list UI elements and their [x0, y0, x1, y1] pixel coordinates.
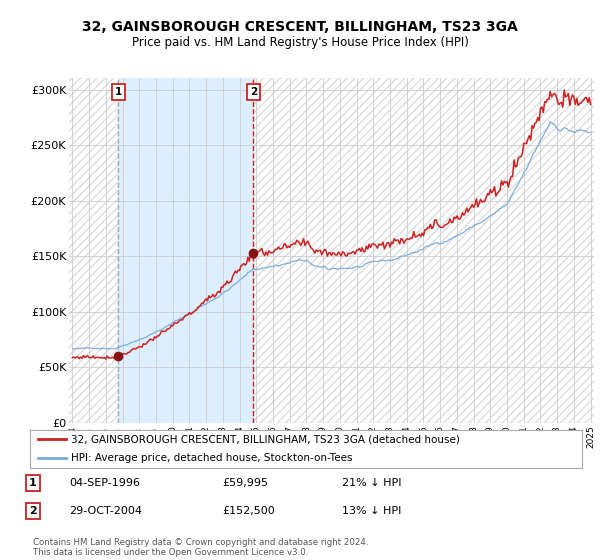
Bar — [253, 78, 599, 423]
Text: 21% ↓ HPI: 21% ↓ HPI — [342, 478, 401, 488]
Text: £59,995: £59,995 — [222, 478, 268, 488]
Text: 2: 2 — [29, 506, 37, 516]
Text: 04-SEP-1996: 04-SEP-1996 — [69, 478, 140, 488]
Text: 32, GAINSBOROUGH CRESCENT, BILLINGHAM, TS23 3GA: 32, GAINSBOROUGH CRESCENT, BILLINGHAM, T… — [82, 20, 518, 34]
Text: 32, GAINSBOROUGH CRESCENT, BILLINGHAM, TS23 3GA (detached house): 32, GAINSBOROUGH CRESCENT, BILLINGHAM, T… — [71, 434, 460, 444]
Text: 13% ↓ HPI: 13% ↓ HPI — [342, 506, 401, 516]
Bar — [64, 78, 118, 423]
Text: 29-OCT-2004: 29-OCT-2004 — [69, 506, 142, 516]
Text: Price paid vs. HM Land Registry's House Price Index (HPI): Price paid vs. HM Land Registry's House … — [131, 36, 469, 49]
Text: 1: 1 — [115, 87, 122, 97]
Text: 1: 1 — [29, 478, 37, 488]
Bar — [118, 78, 253, 423]
Text: £152,500: £152,500 — [222, 506, 275, 516]
Text: HPI: Average price, detached house, Stockton-on-Tees: HPI: Average price, detached house, Stoc… — [71, 453, 353, 463]
Text: Contains HM Land Registry data © Crown copyright and database right 2024.
This d: Contains HM Land Registry data © Crown c… — [33, 538, 368, 557]
Text: 2: 2 — [250, 87, 257, 97]
